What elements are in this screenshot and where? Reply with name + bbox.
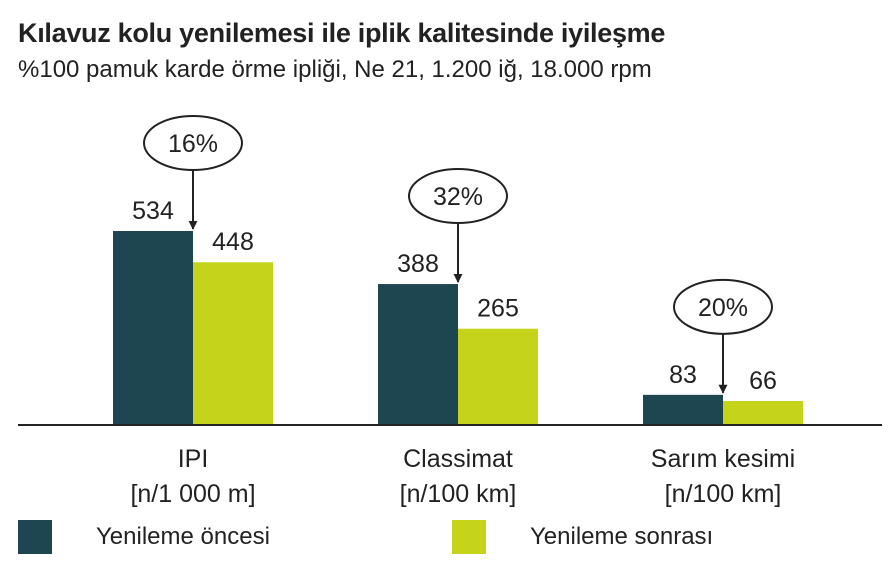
value-label-ipi-before: 534 — [132, 197, 174, 225]
improvement-label-classimat: 32% — [433, 183, 483, 211]
value-label-classimat-after: 265 — [477, 295, 519, 323]
chart-subtitle: %100 pamuk karde örme ipliği, Ne 21, 1.2… — [18, 56, 652, 83]
bar-sarim-kesimi-after — [723, 401, 803, 425]
legend-label-after: Yenileme sonrası — [530, 523, 714, 550]
category-label-sarim-kesimi: Sarım kesimi — [651, 445, 795, 473]
chart-title: Kılavuz kolu yenilemesi ile iplik kalite… — [18, 18, 666, 48]
labels-layer: 534 448 IPI [n/1 000 m] 388 265 Classimat [n/10… — [130, 197, 795, 508]
value-label-sarim-kesimi-after: 66 — [749, 367, 777, 395]
category-unit-classimat: [n/100 km] — [400, 480, 517, 508]
bar-classimat-after — [458, 328, 538, 425]
annotations-layer: 16% 32% 20% — [143, 115, 773, 394]
bar-ipi-after — [193, 262, 273, 425]
legend-swatch-after — [452, 520, 486, 554]
legend-label-before: Yenileme öncesi — [96, 523, 270, 550]
legend-item-before: Yenileme öncesi — [18, 520, 270, 554]
category-label-classimat: Classimat — [403, 445, 513, 473]
legend-item-after: Yenileme sonrası — [452, 520, 713, 554]
bar-ipi-before — [113, 231, 193, 425]
value-label-classimat-before: 388 — [397, 250, 439, 278]
category-unit-sarim-kesimi: [n/100 km] — [665, 480, 782, 508]
bar-sarim-kesimi-before — [643, 394, 723, 425]
bars-layer — [113, 231, 803, 425]
bar-classimat-before — [378, 284, 458, 425]
value-label-sarim-kesimi-before: 83 — [669, 361, 697, 389]
improvement-label-ipi: 16% — [168, 130, 218, 158]
value-label-ipi-after: 448 — [212, 228, 254, 256]
category-unit-ipi: [n/1 000 m] — [130, 480, 255, 508]
improvement-label-sarim-kesimi: 20% — [698, 294, 748, 322]
legend-swatch-before — [18, 520, 52, 554]
category-label-ipi: IPI — [178, 445, 209, 473]
